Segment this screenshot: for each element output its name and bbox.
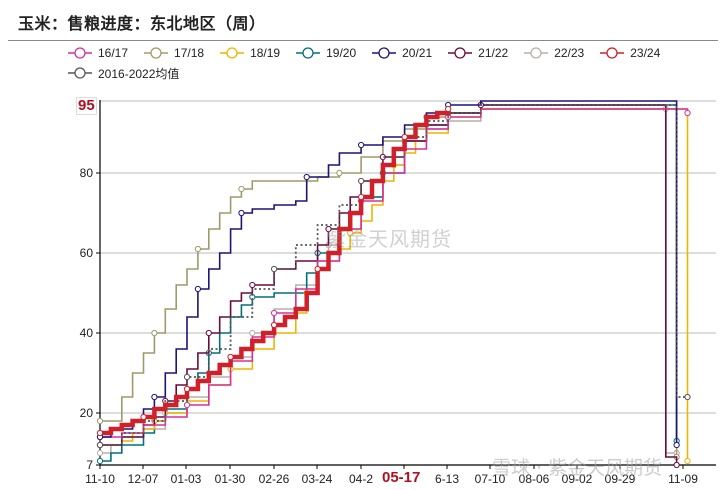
series-marker (96, 429, 104, 437)
legend-row: 2016-2022均值 (66, 63, 706, 83)
series-marker (194, 285, 202, 293)
legend: 16/17 17/18 18/19 19/20 20/21 21/22 22/23 23/24… (66, 43, 706, 83)
x-tick-label: 01-03 (171, 472, 202, 486)
legend-label: 19/20 (326, 46, 357, 60)
series-marker (227, 353, 234, 361)
series-marker (336, 169, 343, 177)
footer-watermark: 雪球 · 紫金天风期货 (492, 457, 663, 479)
legend-label: 17/18 (174, 46, 205, 60)
series-marker (194, 245, 202, 253)
series-marker (96, 457, 104, 465)
legend-marker-icon (372, 47, 397, 59)
series-marker (238, 185, 245, 193)
legend-label: 16/17 (98, 46, 129, 60)
series-marker (270, 309, 278, 317)
series-marker (673, 461, 680, 469)
x-tick-label: 11-09 (668, 472, 698, 486)
series-marker (249, 281, 256, 289)
legend-item[interactable]: 17/18 (142, 46, 204, 60)
legend-label: 21/22 (478, 46, 509, 60)
x-tick-label: 12-07 (128, 472, 159, 486)
series-marker (358, 141, 365, 149)
legend-marker-icon (296, 47, 321, 59)
legend-item[interactable]: 19/20 (294, 46, 356, 60)
series-marker (151, 329, 158, 337)
legend-marker-icon (68, 47, 92, 59)
watermark: 紫金天风期货 (326, 227, 452, 251)
legend-marker-icon (68, 67, 92, 79)
x-tick-label: 08-06 (519, 472, 550, 486)
legend-item[interactable]: 20/21 (370, 46, 432, 60)
series-marker (183, 401, 191, 409)
series-marker (96, 441, 104, 449)
legend-item[interactable]: 16/17 (66, 46, 128, 60)
series-marker (270, 321, 278, 329)
legend-marker-icon (144, 47, 169, 59)
series-marker (205, 329, 212, 337)
series-marker (96, 449, 104, 457)
x-tick-label: 11-10 (85, 472, 115, 486)
x-tick-label: 04-2 (349, 472, 373, 486)
x-tick-label: 09-02 (562, 472, 593, 486)
x-tick-label: 01-30 (215, 472, 246, 486)
y-highlight-label: 95 (76, 97, 97, 115)
legend-marker-icon (448, 47, 473, 59)
legend-label: 2016-2022均值 (98, 66, 180, 81)
legend-row: 16/17 17/18 18/19 19/20 20/21 21/22 22/23 23/24 (66, 43, 706, 63)
legend-marker-icon (524, 47, 549, 59)
legend-label: 22/23 (554, 46, 585, 60)
y-tick-label: 7 (86, 458, 93, 472)
legend-marker-icon (220, 47, 245, 59)
legend-item[interactable]: 2016-2022均值 (66, 65, 179, 82)
series-marker (183, 373, 191, 381)
legend-label: 18/19 (250, 46, 281, 60)
legend-item[interactable]: 23/24 (598, 46, 660, 60)
series-marker (249, 329, 256, 337)
series-line (100, 100, 678, 445)
x-tick-label: 6-13 (435, 472, 459, 486)
x-tick-label: 03-24 (302, 472, 333, 486)
series-marker (684, 457, 691, 465)
series-marker (445, 105, 452, 113)
x-tick-label: 02-26 (259, 472, 290, 486)
series-marker (270, 265, 278, 273)
title-divider (8, 40, 718, 41)
x-tick-label: 07-10 (475, 472, 506, 486)
x-highlight-label: 05-17 (382, 469, 421, 486)
y-tick-label: 40 (80, 326, 94, 340)
x-tick-label: 09-29 (605, 472, 636, 486)
series-marker (358, 193, 365, 201)
series-marker (325, 225, 332, 233)
series-marker (238, 209, 245, 217)
y-tick-label: 20 (80, 406, 94, 420)
series-marker (303, 173, 310, 181)
legend-item[interactable]: 21/22 (446, 46, 508, 60)
series-marker (314, 265, 321, 273)
series-marker (96, 417, 104, 425)
legend-item[interactable]: 18/19 (218, 46, 280, 60)
series-marker (684, 393, 691, 401)
y-tick-label: 80 (80, 166, 94, 180)
series-line (100, 108, 689, 438)
series-marker (358, 177, 365, 185)
legend-marker-icon (600, 47, 625, 59)
legend-label: 23/24 (630, 46, 661, 60)
series-marker (401, 133, 408, 141)
y-tick-label: 60 (80, 246, 94, 260)
series-marker (140, 413, 147, 421)
legend-label: 20/21 (402, 46, 433, 60)
series-marker (684, 109, 691, 117)
chart-title: 玉米：售粮进度：东北地区（周） (18, 14, 266, 33)
legend-item[interactable]: 22/23 (522, 46, 584, 60)
series-line (100, 104, 688, 446)
series-marker (183, 385, 191, 393)
series-marker (151, 393, 158, 401)
series-marker (673, 441, 680, 449)
